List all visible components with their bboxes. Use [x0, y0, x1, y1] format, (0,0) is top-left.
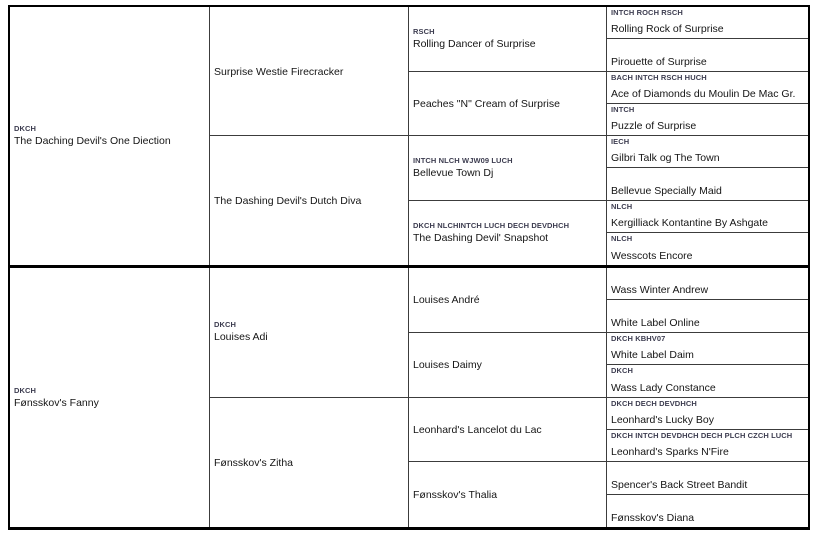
champion-titles: INTCH NLCH WJW09 LUCH — [413, 155, 513, 165]
dog-name: Spencer's Back Street Bandit — [611, 478, 748, 491]
dog-name: Wass Lady Constance — [611, 381, 716, 394]
pedigree-cell-gen4: BACH INTCH RSCH HUCH Ace of Diamonds du … — [607, 72, 808, 104]
dog-name: White Label Online — [611, 316, 700, 329]
pedigree-cell-gen2: Surprise Westie Firecracker — [210, 7, 409, 136]
champion-titles — [611, 269, 806, 270]
pedigree-cell-gen3: Leonhard's Lancelot du Lac — [409, 397, 607, 463]
pedigree-cell-gen4: IECH Gilbri Talk og The Town — [607, 136, 808, 169]
champion-titles: RSCH — [413, 26, 435, 36]
champion-titles — [214, 455, 408, 456]
pedigree-cell-gen3: Peaches "N" Cream of Surprise — [409, 71, 607, 136]
champion-titles — [214, 193, 408, 194]
pedigree-cell-gen4: NLCH Kergilliack Kontantine By Ashgate — [607, 201, 808, 233]
dog-name: Fønsskov's Thalia — [413, 489, 498, 502]
dog-name: Bellevue Town Dj — [413, 166, 494, 179]
dog-name: Kergilliack Kontantine By Ashgate — [611, 216, 769, 229]
dog-name: Puzzle of Surprise — [611, 120, 697, 132]
pedigree-cell-gen3: Fønsskov's Thalia — [409, 462, 607, 527]
pedigree-cell-sire: DKCH The Daching Devil's One Diection — [10, 7, 210, 265]
champion-titles — [413, 96, 606, 97]
pedigree-cell-gen4: Fønsskov's Diana — [607, 495, 808, 527]
pedigree-cell-gen4: Spencer's Back Street Bandit — [607, 462, 808, 495]
dog-name: Rolling Rock of Surprise — [611, 23, 724, 36]
pedigree-cell-gen4: White Label Online — [607, 300, 808, 333]
champion-titles: DKCH NLCHINTCH LUCH DECH DEVDHCH — [413, 220, 570, 230]
dog-name: Fønsskov's Zitha — [214, 456, 294, 469]
champion-titles — [611, 169, 806, 170]
dog-name: Wass Winter Andrew — [611, 284, 709, 297]
sire-half: DKCH The Daching Devil's One Diection Su… — [10, 7, 808, 268]
champion-titles: INTCH ROCH RSCH — [611, 8, 683, 17]
champion-titles: BACH INTCH RSCH HUCH — [611, 72, 707, 82]
dog-name: Louises Adi — [214, 331, 268, 344]
dog-name: Wesscots Encore — [611, 250, 693, 262]
pedigree-cell-gen4: Bellevue Specially Maid — [607, 168, 808, 201]
champion-titles: IECH — [611, 137, 630, 146]
dog-name: Louises Daimy — [413, 359, 482, 372]
pedigree-cell-gen4: NLCH Wesscots Encore — [607, 233, 808, 265]
dog-name: Surprise Westie Firecracker — [214, 65, 344, 78]
dog-name: Peaches "N" Cream of Surprise — [413, 97, 560, 110]
dog-name: The Dashing Devil' Snapshot — [413, 231, 549, 244]
dog-name: Gilbri Talk og The Town — [611, 152, 720, 165]
champion-titles: DKCH — [214, 320, 237, 330]
champion-titles: NLCH — [611, 201, 633, 211]
dam-half: DKCH Fønsskov's Fanny DKCH Louises Adi F… — [10, 268, 808, 527]
dog-name: Bellevue Specially Maid — [611, 184, 722, 197]
champion-titles — [611, 496, 806, 497]
pedigree-cell-gen4: DKCH INTCH DEVDHCH DECH PLCH CZCH LUCH L… — [607, 430, 808, 463]
pedigree-cell-gen2: Fønsskov's Zitha — [210, 397, 409, 527]
dog-name: Leonhard's Sparks N'Fire — [611, 446, 729, 459]
pedigree-cell-gen3: INTCH NLCH WJW09 LUCH Bellevue Town Dj — [409, 136, 607, 201]
dog-name: The Daching Devil's One Diection — [14, 135, 171, 147]
champion-titles — [413, 292, 606, 293]
dog-name: Pirouette of Surprise — [611, 55, 707, 68]
pedigree-cell-gen3: RSCH Rolling Dancer of Surprise — [409, 7, 607, 72]
pedigree-cell-gen4: DKCH KBHV07 White Label Daim — [607, 333, 808, 366]
pedigree-table: DKCH The Daching Devil's One Diection Su… — [8, 5, 810, 530]
dog-name: Rolling Dancer of Surprise — [413, 37, 536, 50]
pedigree-cell-dam: DKCH Fønsskov's Fanny — [10, 268, 210, 527]
dog-name: The Dashing Devil's Dutch Diva — [214, 195, 362, 207]
champion-titles — [611, 301, 806, 302]
pedigree-cell-gen4: DKCH Wass Lady Constance — [607, 365, 808, 398]
champion-titles — [611, 40, 806, 41]
champion-titles: DKCH — [14, 124, 37, 133]
dog-name: White Label Daim — [611, 349, 694, 362]
dog-name: Fønsskov's Fanny — [14, 396, 99, 409]
pedigree-cell-gen3: Louises André — [409, 268, 607, 333]
champion-titles: DKCH — [14, 385, 37, 395]
champion-titles — [413, 422, 606, 423]
dog-name: Fønsskov's Diana — [611, 512, 695, 524]
pedigree-cell-gen4: Pirouette of Surprise — [607, 39, 808, 72]
dog-name: Louises André — [413, 294, 480, 307]
champion-titles — [611, 463, 806, 464]
champion-titles: INTCH — [611, 104, 635, 114]
pedigree-cell-gen4: INTCH Puzzle of Surprise — [607, 104, 808, 136]
pedigree-cell-gen3: DKCH NLCHINTCH LUCH DECH DEVDHCH The Das… — [409, 200, 607, 265]
pedigree-cell-gen4: INTCH ROCH RSCH Rolling Rock of Surprise — [607, 7, 808, 40]
pedigree-cell-gen4: Wass Winter Andrew — [607, 268, 808, 301]
dog-name: Leonhard's Lancelot du Lac — [413, 423, 542, 436]
pedigree-cell-gen2: DKCH Louises Adi — [210, 268, 409, 398]
pedigree-cell-gen2: The Dashing Devil's Dutch Diva — [210, 136, 409, 265]
champion-titles — [214, 64, 408, 65]
champion-titles: DKCH — [611, 366, 634, 376]
pedigree-cell-gen4: DKCH DECH DEVDHCH Leonhard's Lucky Boy — [607, 398, 808, 430]
pedigree-cell-gen3: Louises Daimy — [409, 332, 607, 398]
champion-titles: DKCH INTCH DEVDHCH DECH PLCH CZCH LUCH — [611, 430, 793, 440]
champion-titles: DKCH KBHV07 — [611, 333, 666, 343]
champion-titles — [413, 357, 606, 358]
champion-titles — [413, 487, 606, 488]
dog-name: Ace of Diamonds du Moulin De Mac Gr. — [611, 87, 796, 100]
dog-name: Leonhard's Lucky Boy — [611, 413, 714, 426]
champion-titles: DKCH DECH DEVDHCH — [611, 398, 697, 408]
champion-titles: NLCH — [611, 233, 633, 243]
